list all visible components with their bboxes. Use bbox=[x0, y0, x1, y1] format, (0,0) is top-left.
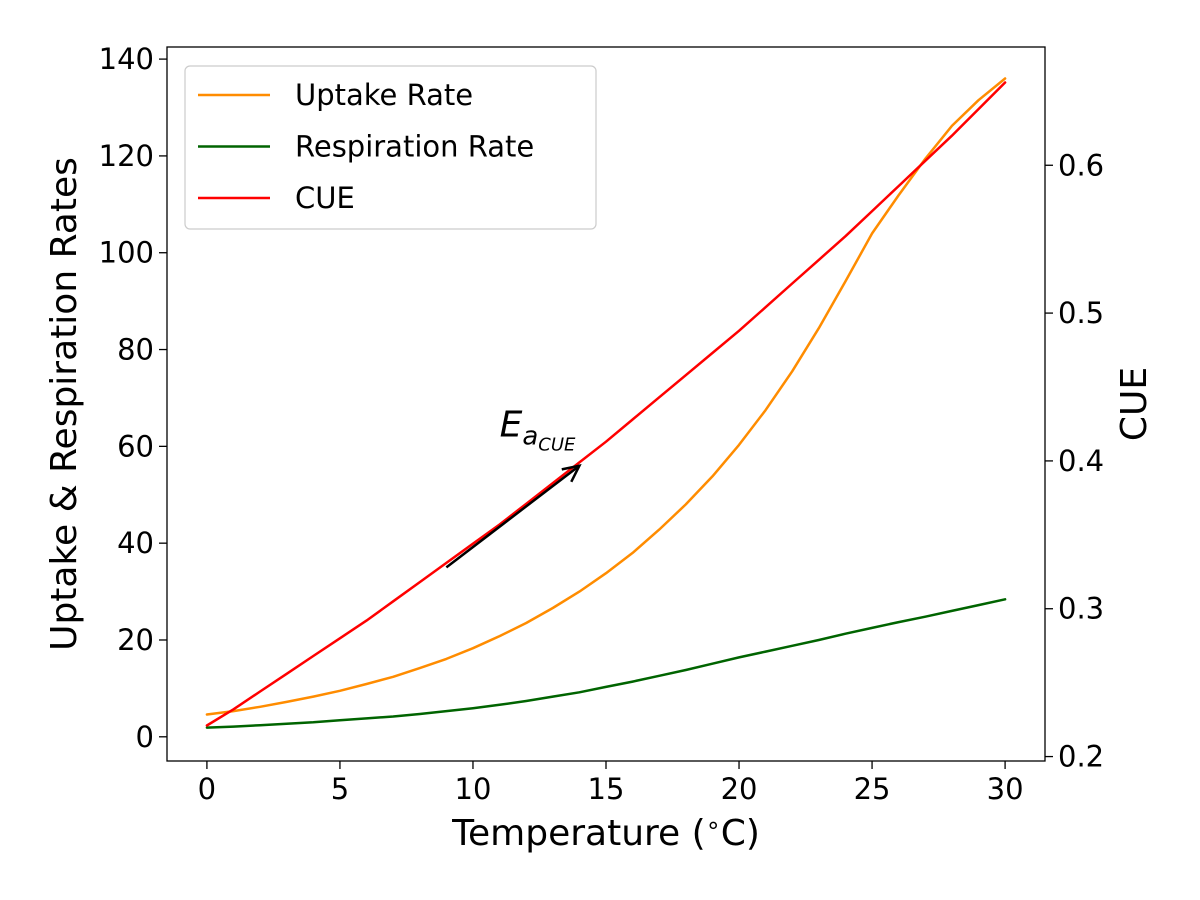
annotation-arrow-head bbox=[561, 463, 582, 483]
y-tick-label: 140 bbox=[99, 42, 154, 76]
x-tick-label: 10 bbox=[455, 772, 492, 806]
x-tick-label: 25 bbox=[854, 772, 891, 806]
annotation-arrow-shaft bbox=[445, 464, 581, 569]
legend-label: Respiration Rate bbox=[295, 130, 534, 164]
y-tick-label: 100 bbox=[99, 236, 154, 270]
y2-tick-label: 0.6 bbox=[1058, 148, 1104, 182]
x-axis-label: Temperature (∘C) bbox=[451, 811, 760, 854]
x-tick-label: 15 bbox=[588, 772, 625, 806]
series-line-uptake-rate bbox=[205, 77, 1007, 716]
series-line-respiration-rate bbox=[205, 598, 1007, 729]
y2-tick-label: 0.3 bbox=[1058, 592, 1104, 626]
y2-tick-label: 0.4 bbox=[1058, 444, 1104, 478]
x-tick-label: 0 bbox=[198, 772, 216, 806]
y-tick-label: 0 bbox=[136, 720, 154, 754]
legend: Uptake Rate Respiration Rate CUE bbox=[184, 65, 597, 230]
y2-tick-label: 0.5 bbox=[1058, 296, 1104, 330]
y-tick-label: 120 bbox=[99, 139, 154, 173]
y-axis-label: Uptake & Respiration Rates bbox=[44, 157, 85, 651]
x-tick-label: 30 bbox=[987, 772, 1024, 806]
y2-axis-ticks: 0.2 0.3 0.4 0.5 0.6 bbox=[1045, 148, 1104, 774]
y-tick-label: 20 bbox=[117, 623, 154, 657]
series-line-cue bbox=[205, 81, 1007, 727]
x-axis-ticks: 0 5 10 15 20 25 30 bbox=[198, 761, 1024, 806]
plot-lines bbox=[205, 77, 1007, 729]
y-axis-ticks: 0 20 40 60 80 100 120 140 bbox=[99, 42, 167, 754]
y-tick-label: 40 bbox=[117, 526, 154, 560]
annotation-label: EaCUE bbox=[500, 405, 576, 456]
y2-axis-label: CUE bbox=[1114, 367, 1155, 441]
annotation-ea-cue: EaCUE bbox=[445, 405, 582, 569]
y-tick-label: 60 bbox=[117, 429, 154, 463]
legend-box bbox=[184, 65, 597, 230]
legend-label: CUE bbox=[295, 181, 355, 215]
x-tick-label: 5 bbox=[331, 772, 349, 806]
x-tick-label: 20 bbox=[721, 772, 758, 806]
y-tick-label: 80 bbox=[117, 333, 154, 367]
legend-label: Uptake Rate bbox=[295, 78, 473, 112]
y2-tick-label: 0.2 bbox=[1058, 740, 1104, 774]
